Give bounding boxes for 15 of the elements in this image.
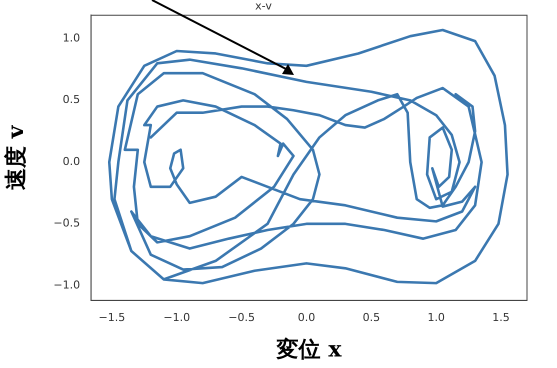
x-tick-label: −1.0 bbox=[163, 310, 190, 324]
x-tick-label: −1.5 bbox=[98, 310, 126, 324]
y-tick-label: 0.5 bbox=[62, 93, 80, 106]
chart-title: x-v bbox=[255, 0, 272, 12]
x-tick-label: 0.5 bbox=[362, 310, 380, 324]
x-tick-label: 0.0 bbox=[298, 310, 316, 324]
y-tick-label: −0.5 bbox=[53, 216, 80, 230]
y-tick-label: −1.0 bbox=[53, 278, 80, 292]
x-axis-title: 変位 x bbox=[276, 336, 342, 363]
y-tick-label: 0.0 bbox=[62, 154, 80, 168]
x-tick-label: −0.5 bbox=[228, 310, 255, 324]
x-tick-label: 1.0 bbox=[427, 310, 445, 324]
x-tick-label: 1.5 bbox=[492, 310, 510, 324]
y-tick-label: 1.0 bbox=[62, 32, 80, 45]
y-axis-title: 速度 v bbox=[2, 124, 29, 190]
